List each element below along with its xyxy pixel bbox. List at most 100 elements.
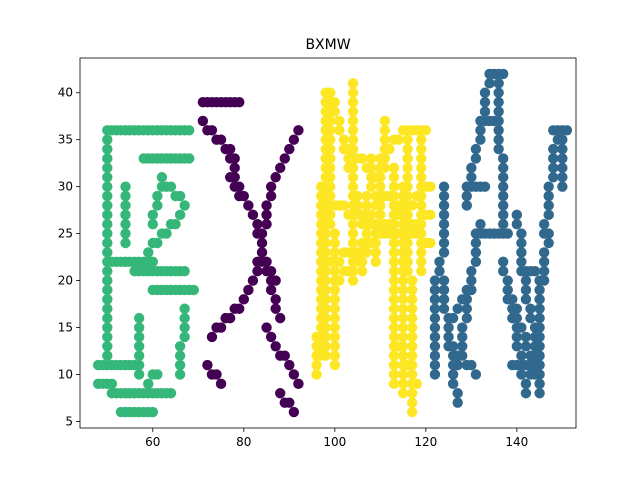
data-point: [257, 238, 267, 248]
data-point: [398, 191, 408, 201]
data-point: [102, 210, 112, 220]
data-point: [416, 153, 426, 163]
data-point: [166, 181, 176, 191]
data-point: [512, 341, 522, 351]
data-point: [503, 285, 513, 295]
data-point: [316, 304, 326, 314]
data-point: [102, 153, 112, 163]
data-point: [311, 360, 321, 370]
data-point: [448, 379, 458, 389]
data-point: [157, 181, 167, 191]
data-point: [102, 163, 112, 173]
data-point: [225, 313, 235, 323]
data-point: [257, 247, 267, 257]
data-point: [480, 181, 490, 191]
data-point: [261, 200, 271, 210]
data-point: [348, 219, 358, 229]
data-point: [325, 210, 335, 220]
data-point: [516, 350, 526, 360]
data-point: [189, 285, 199, 295]
data-point: [330, 332, 340, 342]
data-point: [380, 125, 390, 135]
data-point: [207, 332, 217, 342]
data-point: [343, 266, 353, 276]
data-point: [270, 275, 280, 285]
data-point: [498, 200, 508, 210]
data-point: [270, 304, 280, 314]
data-point: [462, 285, 472, 295]
data-point: [325, 153, 335, 163]
data-point: [179, 332, 189, 342]
data-point: [530, 266, 540, 276]
data-point: [516, 238, 526, 248]
data-point: [466, 275, 476, 285]
data-point: [407, 275, 417, 285]
data-point: [389, 181, 399, 191]
y-tick-label: 10: [58, 367, 73, 381]
data-point: [325, 172, 335, 182]
data-point: [407, 304, 417, 314]
data-point: [425, 210, 435, 220]
y-tick-label: 5: [65, 414, 73, 428]
data-point: [120, 219, 130, 229]
data-point: [107, 379, 117, 389]
data-point: [407, 322, 417, 332]
data-point: [398, 379, 408, 389]
data-point: [257, 228, 267, 238]
data-point: [525, 350, 535, 360]
data-point: [261, 210, 271, 220]
data-point: [393, 341, 403, 351]
data-point: [334, 257, 344, 267]
data-point: [330, 294, 340, 304]
data-point: [425, 238, 435, 248]
data-point: [534, 304, 544, 314]
data-point: [102, 219, 112, 229]
data-point: [389, 313, 399, 323]
data-point: [548, 153, 558, 163]
data-point: [234, 304, 244, 314]
data-point: [375, 163, 385, 173]
data-point: [352, 210, 362, 220]
data-point: [184, 153, 194, 163]
data-point: [371, 257, 381, 267]
data-point: [102, 228, 112, 238]
data-point: [439, 228, 449, 238]
data-point: [371, 238, 381, 248]
data-point: [493, 106, 503, 116]
data-point: [234, 181, 244, 191]
data-point: [398, 322, 408, 332]
data-point: [330, 266, 340, 276]
data-point: [275, 388, 285, 398]
data-point: [284, 360, 294, 370]
data-point: [179, 313, 189, 323]
data-point: [493, 97, 503, 107]
data-point: [462, 304, 472, 314]
data-point: [207, 125, 217, 135]
data-point: [407, 388, 417, 398]
data-point: [498, 172, 508, 182]
data-point: [357, 266, 367, 276]
data-point: [530, 341, 540, 351]
data-point: [475, 125, 485, 135]
data-point: [534, 285, 544, 295]
data-point: [521, 341, 531, 351]
data-point: [407, 228, 417, 238]
data-point: [412, 191, 422, 201]
data-point: [348, 116, 358, 126]
data-point: [107, 257, 117, 267]
data-point: [430, 304, 440, 314]
data-point: [248, 275, 258, 285]
y-tick-label: 15: [58, 321, 73, 335]
data-point: [425, 181, 435, 191]
data-point: [412, 379, 422, 389]
data-point: [393, 200, 403, 210]
data-point: [325, 125, 335, 135]
data-point: [498, 191, 508, 201]
data-point: [102, 294, 112, 304]
data-point: [384, 219, 394, 229]
data-point: [134, 369, 144, 379]
data-point: [330, 247, 340, 257]
data-point: [102, 144, 112, 154]
data-point: [557, 172, 567, 182]
